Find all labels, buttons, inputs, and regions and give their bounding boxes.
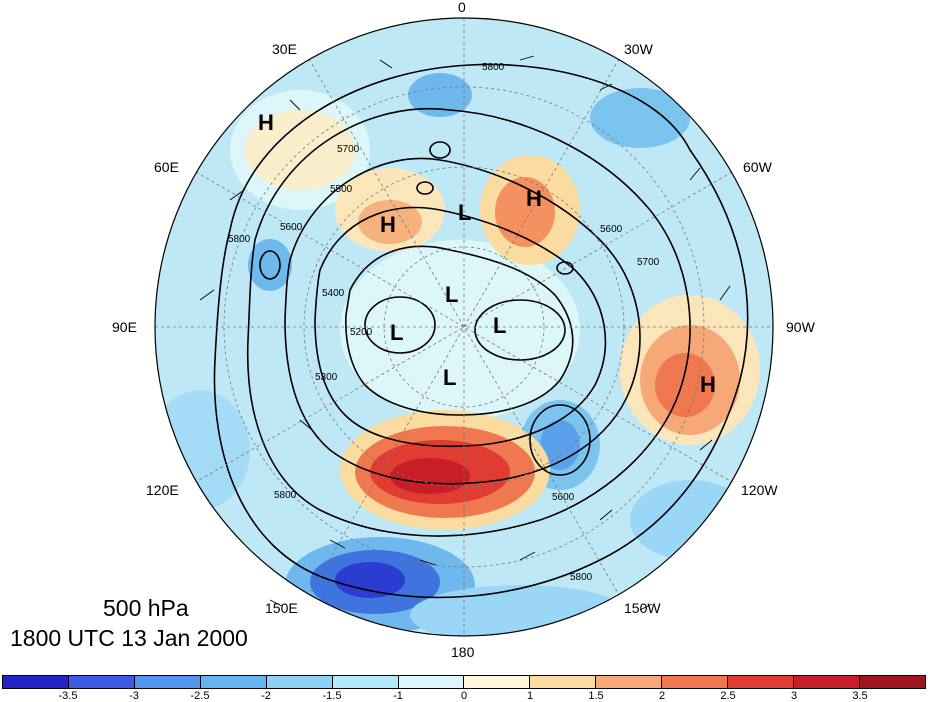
center-label: L bbox=[458, 200, 471, 225]
colorbar-tick-label: 0 bbox=[460, 690, 468, 702]
center-label: L bbox=[493, 313, 506, 338]
center-label: L bbox=[443, 365, 456, 390]
contour-label: 5300 bbox=[315, 372, 338, 383]
contour-label: 5600 bbox=[552, 492, 575, 503]
colorbar-segment bbox=[134, 676, 201, 688]
colorbar-segment bbox=[662, 676, 729, 688]
contour-label: 5800 bbox=[228, 234, 251, 245]
lon-label-150e: 150E bbox=[265, 600, 298, 616]
colorbar-tick-label: 3.5 bbox=[852, 690, 868, 702]
colorbar-tick-label: -1.5 bbox=[322, 690, 342, 702]
colorbar-tick-label: 1.5 bbox=[588, 690, 604, 702]
title-time: 1800 UTC 13 Jan 2000 bbox=[10, 625, 248, 651]
colorbar-tick-label: 2.5 bbox=[720, 690, 736, 702]
lon-label-120e: 120E bbox=[146, 482, 179, 498]
colorbar-segment bbox=[200, 676, 267, 688]
wind-barbs bbox=[199, 55, 731, 611]
contour-label: 5600 bbox=[600, 224, 623, 235]
colorbar-tick-label: 2 bbox=[658, 690, 666, 702]
colorbar-segment bbox=[728, 676, 795, 688]
contour-label: 5700 bbox=[637, 257, 660, 268]
colorbar-tick-label: 3 bbox=[790, 690, 798, 702]
center-label: H bbox=[380, 212, 396, 237]
colorbar-segment bbox=[68, 676, 135, 688]
lon-label-30e: 30E bbox=[272, 41, 297, 57]
contour-label: 5600 bbox=[280, 222, 303, 233]
colorbar-segment bbox=[266, 676, 333, 688]
geopotential-contours bbox=[213, 63, 749, 599]
lon-label-30w: 30W bbox=[624, 41, 653, 57]
colorbar-tick-label: 1 bbox=[526, 690, 534, 702]
graticule bbox=[155, 18, 773, 636]
colorbar-tick-label: -3 bbox=[129, 690, 139, 702]
contour-label: 5500 bbox=[330, 184, 353, 195]
colorbar-segment bbox=[398, 676, 465, 688]
colorbar-tick-label: -3.5 bbox=[58, 690, 78, 702]
colorbar-segment bbox=[596, 676, 663, 688]
center-label: L bbox=[390, 320, 403, 345]
contour-label: 5800 bbox=[482, 62, 505, 73]
colorbar-segment bbox=[332, 676, 399, 688]
lon-label-120w: 120W bbox=[741, 482, 778, 498]
colorbar-segment bbox=[3, 676, 69, 688]
colorbar-segment bbox=[530, 676, 597, 688]
colorbar-tick-label: -2.5 bbox=[190, 690, 210, 702]
lon-label-90w: 90W bbox=[786, 319, 815, 335]
contour-label: 5800 bbox=[274, 490, 297, 501]
colorbar-segment bbox=[794, 676, 860, 688]
title-level: 500 hPa bbox=[103, 595, 189, 621]
center-label: H bbox=[526, 186, 542, 211]
lon-label-90e: 90E bbox=[112, 319, 137, 335]
lon-label-150w: 150W bbox=[624, 600, 661, 616]
colorbar-segment bbox=[859, 676, 925, 688]
colorbar-segment bbox=[464, 676, 531, 688]
colorbar-tick-label: -2 bbox=[261, 690, 271, 702]
contour-label: 5700 bbox=[337, 144, 360, 155]
contour-label: 5400 bbox=[322, 288, 345, 299]
colorbar bbox=[2, 675, 926, 689]
contour-label: 5800 bbox=[570, 572, 593, 583]
lon-label-60w: 60W bbox=[743, 159, 772, 175]
lon-label-60e: 60E bbox=[154, 159, 179, 175]
lon-label-0: 0 bbox=[458, 0, 466, 15]
contour-label: 5200 bbox=[350, 327, 373, 338]
center-label: H bbox=[258, 110, 274, 135]
lon-label-180: 180 bbox=[451, 644, 475, 660]
center-label: H bbox=[700, 372, 716, 397]
pressure-center-group: H H H H L L L L L bbox=[258, 110, 716, 397]
center-label: L bbox=[445, 282, 458, 307]
map-boundary bbox=[154, 17, 774, 637]
contour-label-group: 5800 5800 5700 5600 5500 5400 5300 5200 … bbox=[228, 62, 660, 583]
colorbar-tick-label: -1 bbox=[393, 690, 403, 702]
